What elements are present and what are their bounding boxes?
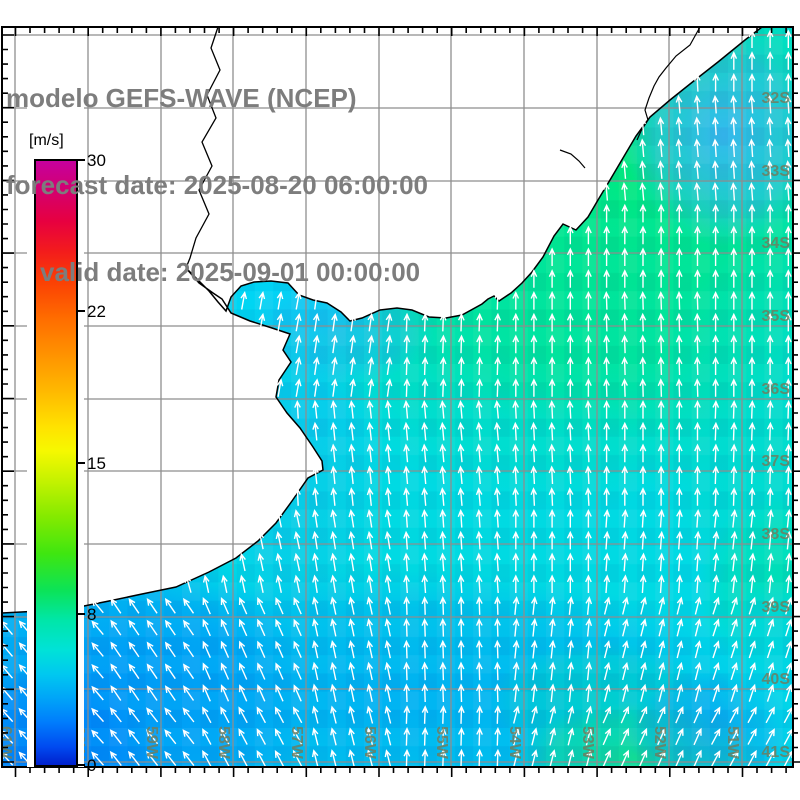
colorbar-tick-mark <box>78 613 85 615</box>
lat-label: 36S <box>762 381 791 398</box>
colorbar-gradient <box>34 159 78 767</box>
lat-label: 39S <box>762 599 791 616</box>
lon-label: 54W <box>506 726 523 760</box>
colorbar-tick-mark <box>78 159 85 161</box>
lat-label: 35S <box>762 308 791 325</box>
uruguay-river <box>185 26 221 269</box>
coastline <box>1 26 763 614</box>
title-block: modelo GEFS-WAVE (NCEP) forecast date: 2… <box>6 26 428 345</box>
colorbar-unit-label: [m/s] <box>29 132 64 149</box>
forecast-date: forecast date: 2025-08-20 06:00:00 <box>6 170 429 200</box>
lat-label: 32S <box>762 90 791 107</box>
lon-label: 51W <box>724 726 741 760</box>
lat-label: 40S <box>762 671 791 688</box>
colorbar-tick-mark <box>78 310 85 312</box>
colorbar-tick-label: 0 <box>87 756 97 775</box>
lon-label: 57W <box>288 726 305 760</box>
lat-label: 33S <box>762 163 791 180</box>
lat-label: 37S <box>762 453 791 470</box>
colorbar-tick-label: 8 <box>87 605 97 624</box>
lat-label: 41S <box>762 744 791 761</box>
inland-lagoon <box>559 149 586 169</box>
wind-arrows <box>0 29 794 768</box>
land-mass <box>2 27 762 613</box>
colorbar-tick-mark <box>78 462 85 464</box>
lat-label: 34S <box>762 235 791 252</box>
lon-label: 53W <box>579 726 596 760</box>
lon-label: 61W <box>0 726 14 760</box>
colorbar-tick-label: 15 <box>87 454 106 473</box>
lon-label: 58W <box>215 726 232 760</box>
lon-label: 52W <box>651 726 668 760</box>
model-title: modelo GEFS-WAVE (NCEP) <box>6 83 357 113</box>
colorbar-tick-label: 30 <box>87 151 106 170</box>
lon-label: 56W <box>361 726 378 760</box>
map-frame <box>1 26 800 777</box>
valid-date: valid date: 2025-09-01 00:00:00 <box>40 257 421 287</box>
graticule <box>2 27 793 767</box>
lon-label: 55W <box>433 726 450 760</box>
lon-label: 59W <box>143 726 160 760</box>
lat-label: 38S <box>762 526 791 543</box>
colorbar-tick-mark <box>78 764 85 766</box>
colorbar-tick-label: 22 <box>87 302 106 321</box>
